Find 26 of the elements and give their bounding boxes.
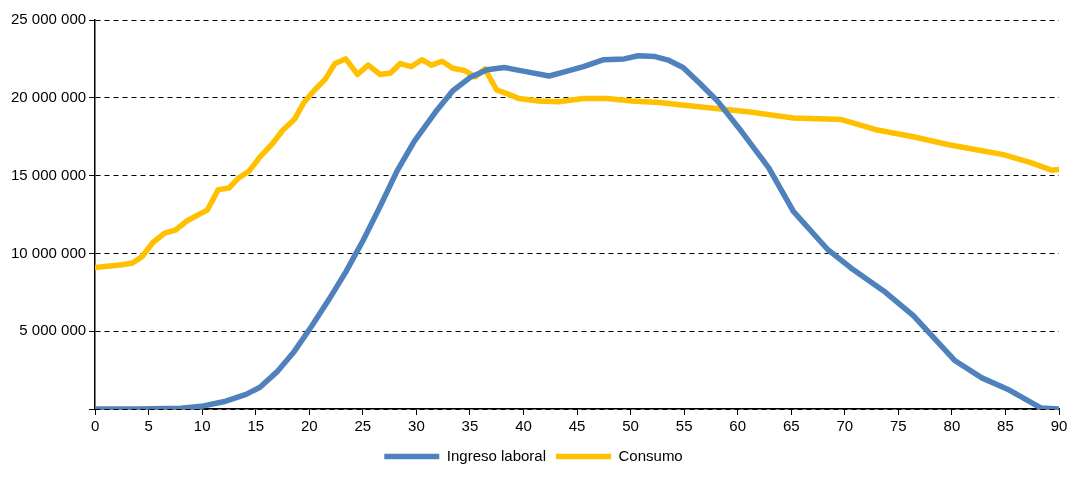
x-tick-label: 65: [782, 417, 800, 435]
x-tick-label: 55: [675, 417, 693, 435]
x-tick-label: 5: [144, 417, 153, 435]
x-tick-label: 35: [461, 417, 479, 435]
y-tick-label: 10 000 000: [11, 243, 87, 261]
y-tick-label: 20 000 000: [11, 87, 87, 105]
x-tick-label: 80: [943, 417, 961, 435]
x-tick-label: 90: [1050, 417, 1068, 435]
x-tick-label: 15: [247, 417, 265, 435]
x-tick-label: 20: [300, 417, 318, 435]
x-tick-label: 25: [354, 417, 372, 435]
x-tick-label: 60: [729, 417, 747, 435]
legend-label: Consumo: [618, 446, 683, 464]
x-tick-label: 85: [997, 417, 1014, 435]
y-tick-label: 5 000 000: [19, 321, 87, 339]
x-tick-label: 75: [890, 417, 907, 435]
x-tick-label: 0: [90, 417, 100, 435]
x-tick-label: 10: [193, 417, 211, 435]
x-tick-label: 40: [515, 417, 532, 435]
x-tick-label: 70: [836, 417, 854, 435]
y-tick-label: 25 000 000: [11, 10, 87, 28]
x-tick-label: 50: [622, 417, 639, 435]
x-tick-label: 30: [408, 417, 425, 435]
legend-label: Ingreso laboral: [446, 446, 547, 464]
x-tick-label: 45: [568, 417, 586, 435]
y-tick-label: 15 000 000: [11, 165, 87, 183]
